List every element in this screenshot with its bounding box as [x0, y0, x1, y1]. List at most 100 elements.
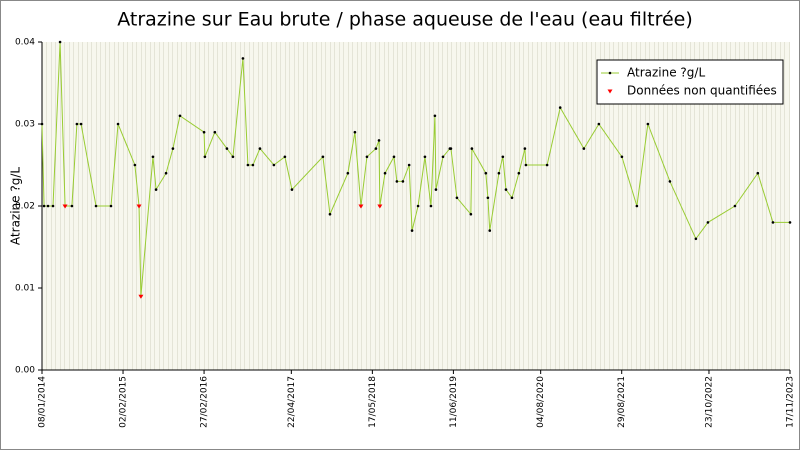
data-point: [582, 147, 586, 150]
data-point: [116, 122, 120, 126]
legend-marker: [608, 71, 612, 75]
data-point: [488, 229, 492, 232]
data-point: [109, 204, 113, 208]
data-point: [433, 114, 437, 118]
unquantified-point: [377, 204, 383, 209]
x-tick-label: 02/02/2015: [119, 376, 129, 428]
y-tick-label: 0.00: [15, 366, 35, 376]
data-point: [151, 155, 155, 159]
data-point: [328, 212, 332, 216]
y-tick-label: 0.03: [15, 120, 35, 130]
legend-box: [596, 59, 784, 105]
y-tick-label: 0.01: [15, 284, 35, 294]
data-point: [470, 147, 474, 150]
data-point: [178, 114, 182, 118]
data-point: [154, 188, 158, 191]
data-point: [668, 180, 672, 183]
data-point: [377, 139, 381, 142]
data-point: [46, 204, 50, 208]
x-tick-label: 17/11/2023: [786, 376, 796, 428]
data-point: [213, 130, 217, 134]
data-point: [486, 196, 490, 200]
data-point: [441, 155, 445, 159]
data-point: [771, 221, 775, 224]
data-point: [79, 122, 83, 126]
data-point: [70, 204, 74, 208]
data-point: [523, 147, 527, 150]
data-point: [449, 147, 453, 150]
data-point: [558, 106, 562, 109]
unquantified-point: [138, 294, 144, 299]
data-point: [545, 163, 549, 167]
data-point: [401, 180, 405, 183]
chart-title: Atrazine sur Eau brute / phase aqueuse d…: [117, 9, 693, 31]
data-point: [524, 163, 528, 167]
data-point: [321, 155, 325, 159]
data-point: [756, 171, 760, 175]
data-point: [497, 171, 501, 175]
data-point: [203, 155, 207, 159]
data-point: [501, 155, 505, 159]
data-point: [429, 204, 433, 208]
data-point: [58, 40, 62, 44]
data-point: [365, 155, 369, 159]
data-point: [455, 196, 459, 200]
x-tick-label: 29/08/2021: [617, 376, 627, 428]
data-point: [706, 221, 710, 224]
unquantified-point: [136, 204, 142, 209]
data-point: [635, 204, 639, 208]
data-point: [133, 163, 137, 167]
data-point: [290, 188, 294, 191]
x-tick-label: 11/06/2019: [449, 376, 459, 428]
x-tick-label: 22/04/2017: [287, 376, 297, 428]
data-point: [251, 163, 255, 167]
data-point: [788, 221, 792, 224]
data-point: [225, 147, 229, 150]
y-axis-label: Atrazine ?g/L: [9, 167, 23, 245]
unquantified-point: [358, 204, 364, 209]
data-point: [374, 147, 378, 150]
data-point: [75, 122, 79, 126]
data-point: [202, 130, 206, 134]
data-point: [51, 204, 55, 208]
data-point: [246, 163, 250, 167]
data-point: [94, 204, 98, 208]
x-tick-label: 17/05/2018: [368, 376, 378, 428]
data-point: [416, 204, 420, 208]
data-point: [410, 229, 414, 232]
data-point: [272, 163, 276, 167]
data-point: [395, 180, 399, 183]
data-point: [646, 122, 650, 126]
data-point: [423, 155, 427, 159]
data-point: [346, 171, 350, 175]
data-point: [407, 163, 411, 167]
data-point: [353, 130, 357, 134]
legend-marker: [607, 89, 613, 94]
x-tick-label: 23/10/2022: [704, 376, 714, 428]
data-point: [171, 147, 175, 150]
data-point: [231, 155, 235, 159]
data-point: [469, 212, 473, 216]
data-point: [383, 171, 387, 175]
x-tick-label: 27/02/2016: [200, 376, 210, 428]
data-point: [597, 122, 601, 126]
legend-label: Données non quantifiées: [627, 84, 777, 98]
data-point: [241, 57, 245, 60]
y-tick-label: 0.02: [15, 202, 35, 212]
data-point: [484, 171, 488, 175]
data-point: [392, 155, 396, 159]
data-point: [434, 188, 438, 191]
x-tick-label: 04/08/2020: [536, 376, 546, 428]
data-point: [510, 196, 514, 200]
legend-label: Atrazine ?g/L: [627, 66, 705, 80]
y-tick-label: 0.04: [15, 38, 35, 48]
data-point: [504, 188, 508, 191]
data-line: [41, 41, 790, 297]
data-point: [42, 204, 46, 208]
unquantified-point: [62, 204, 68, 209]
data-point: [517, 171, 521, 175]
data-point: [40, 122, 44, 126]
data-point: [620, 155, 624, 159]
